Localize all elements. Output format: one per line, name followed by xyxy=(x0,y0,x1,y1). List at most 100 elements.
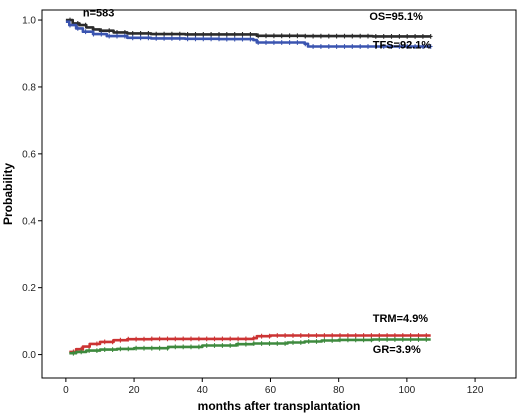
trm-censor-mark xyxy=(220,336,225,342)
gr-censor-mark xyxy=(346,337,350,343)
tfs-censor-mark xyxy=(327,44,331,49)
x-axis-ticks: 0 20 40 60 80 100 120 xyxy=(63,378,484,396)
gr-censor-mark xyxy=(212,343,217,348)
tfs-censor-mark xyxy=(217,36,221,42)
gr-censor-mark xyxy=(401,337,405,342)
tfs-censor-mark xyxy=(225,36,229,42)
x-tick-label: 20 xyxy=(129,385,141,396)
gr-censor-mark xyxy=(197,344,201,350)
tfs-censor-mark xyxy=(413,44,417,49)
os-censor-mark xyxy=(405,34,409,39)
os-censor-mark xyxy=(170,31,174,37)
tfs-censor-mark xyxy=(319,44,323,49)
trm-censor-mark xyxy=(118,337,123,343)
trm-censor-mark xyxy=(197,336,201,342)
gr-censor-mark xyxy=(283,341,287,346)
tfs-censor-mark xyxy=(248,36,253,42)
os-censor-mark xyxy=(366,33,370,39)
tfs-censor-mark xyxy=(240,36,245,42)
trm-censor-mark xyxy=(291,333,295,338)
trm-censor-mark xyxy=(299,333,303,338)
gr-censor-mark xyxy=(244,341,248,347)
trm-censor-mark xyxy=(102,339,107,345)
annotation-label: GR=3.9% xyxy=(373,344,421,356)
os-censor-mark xyxy=(287,33,292,39)
trm-censor-mark xyxy=(142,336,146,342)
tfs-censor-mark xyxy=(68,22,72,28)
plot-area xyxy=(41,9,517,379)
trm-censor-mark xyxy=(236,336,240,342)
gr-censor-mark xyxy=(361,337,366,343)
x-tick-label: 0 xyxy=(63,385,69,396)
tfs-censor-mark xyxy=(405,44,409,49)
annotation-label: OS=95.1% xyxy=(369,11,423,23)
trm-censor-mark xyxy=(283,333,287,338)
trm-censor-mark xyxy=(353,333,358,338)
gr-censor-mark xyxy=(299,340,303,345)
tfs-censor-mark xyxy=(272,40,276,45)
tfs-censor-mark xyxy=(115,33,119,39)
tfs-censor-mark xyxy=(350,44,355,49)
tfs-censor-mark xyxy=(123,33,127,39)
tfs-censor-mark xyxy=(185,36,190,42)
tfs-censor-mark xyxy=(209,36,213,42)
gr-censor-mark xyxy=(228,343,232,348)
gr-censor-mark xyxy=(150,345,154,351)
gr-censor-mark xyxy=(79,349,83,355)
tfs-censor-mark xyxy=(397,44,402,49)
os-censor-mark xyxy=(295,33,300,39)
os-censor-mark xyxy=(248,32,253,37)
y-tick-label: 0.0 xyxy=(22,350,36,361)
os-censor-mark xyxy=(303,33,308,39)
os-censor-mark xyxy=(397,34,402,39)
gr-censor-mark xyxy=(87,348,91,353)
x-tick-label: 80 xyxy=(333,385,345,396)
gr-censor-mark xyxy=(314,339,319,344)
gr-censor-mark xyxy=(204,343,209,348)
os-censor-mark xyxy=(178,31,182,37)
gr-censor-mark xyxy=(416,337,421,342)
os-censor-mark xyxy=(413,34,417,39)
os-censor-mark xyxy=(185,32,190,37)
tfs-censor-mark xyxy=(178,36,182,41)
gr-censor-mark xyxy=(338,337,342,343)
trm-censor-mark xyxy=(306,333,311,338)
trm-censor-mark xyxy=(244,336,248,342)
tfs-censor-mark xyxy=(138,35,143,41)
tfs-censor-mark xyxy=(428,44,433,49)
os-censor-mark xyxy=(421,34,425,39)
tfs-censor-mark xyxy=(130,35,135,41)
tfs-censor-mark xyxy=(264,40,268,45)
os-censor-mark xyxy=(428,34,433,39)
trm-censor-mark xyxy=(338,333,342,338)
trm-censor-mark xyxy=(228,336,232,342)
gr-censor-mark xyxy=(181,344,185,350)
gr-censor-mark xyxy=(102,347,107,352)
tfs-censor-mark xyxy=(83,29,88,35)
tfs-censor-mark xyxy=(279,40,284,45)
gr-censor-mark xyxy=(165,345,170,351)
trm-censor-mark xyxy=(369,333,374,338)
os-censor-mark xyxy=(76,21,80,26)
gr-censor-mark xyxy=(259,341,264,346)
gr-censor-mark xyxy=(369,337,374,343)
annotation-layer: n=583 OS=95.1% TFS=92.1% TRM=4.9% GR=3.9% xyxy=(83,8,431,356)
tfs-censor-mark xyxy=(366,44,370,49)
os-censor-mark xyxy=(225,32,229,37)
gr-censor-mark xyxy=(252,341,256,346)
trm-censor-mark xyxy=(212,336,217,342)
os-censor-mark xyxy=(232,32,237,37)
gr-censor-mark xyxy=(173,344,178,350)
tfs-censor-mark xyxy=(421,44,425,49)
trm-censor-mark xyxy=(252,335,256,341)
os-censor-mark xyxy=(272,33,276,39)
os-censor-mark xyxy=(240,32,245,37)
gr-censor-mark xyxy=(306,339,311,344)
os-censor-mark xyxy=(264,33,268,39)
os-censor-mark xyxy=(256,33,260,39)
tfs-censor-mark xyxy=(201,36,206,42)
os-censor-mark xyxy=(334,33,339,39)
trm-censor-mark xyxy=(267,333,272,339)
os-censor-mark xyxy=(217,32,221,37)
